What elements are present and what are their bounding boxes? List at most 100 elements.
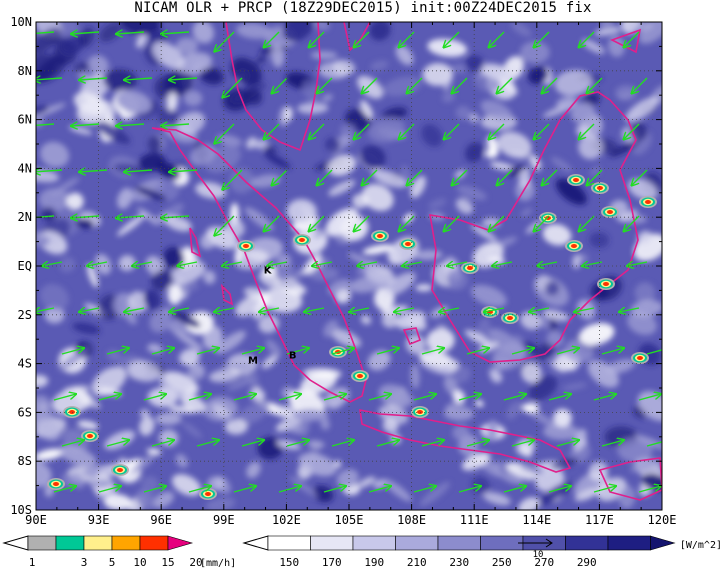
lon-label: 105E [335,513,364,527]
wind-vector [214,215,235,236]
lon-label: 96E [150,513,172,527]
cloud-blob [574,487,599,502]
precip-legend-label: 3 [81,556,88,569]
lat-label: 6S [18,405,32,419]
cloud-blob [325,137,341,153]
precip-legend-label: 5 [109,556,116,569]
cloud-blob [104,494,132,510]
wind-vector [143,394,166,401]
cloud-blob [117,187,133,210]
wind-vector [264,31,280,47]
cloud-blob [177,111,206,135]
wind-vector [286,348,309,355]
cloud-blob [328,179,356,196]
cloud-blob [312,485,334,503]
olr-legend-swatch [437,535,481,551]
wind-vector [61,348,84,355]
cloud-blob [187,365,205,380]
lat-label: 2S [18,308,32,322]
cloud-blob [549,360,567,373]
cloud-blob [186,311,214,335]
cloud-blob [310,51,338,60]
cloud-blob [455,105,472,121]
cloud-blob [561,382,588,391]
wind-vector [444,215,460,231]
cloud-blob [189,144,217,166]
precip-legend-swatch [139,535,169,551]
cloud-blob [261,354,278,369]
wind-vector [413,486,436,493]
olr-legend-right-arrow [650,535,676,551]
precip-cell-intense [597,186,603,190]
cloud-blob [168,405,196,414]
cloud-blob [325,207,359,237]
cloud-blob [452,365,471,384]
cloud-blob [373,479,387,489]
precip-cell-intense [467,266,473,270]
cloud-blob [367,117,406,143]
cloud-blob [264,145,277,155]
precip-cell-intense [87,434,93,438]
lat-label: 8S [18,454,32,468]
wind-vector [106,440,129,447]
cloud-blob [589,232,609,248]
olr-legend-swatch [352,535,396,551]
wind-vector [331,440,354,447]
wind-vector [402,262,423,266]
wind-vector [272,77,288,93]
wind-vector [331,348,354,355]
cloud-blob [395,310,426,330]
wind-vector [593,394,616,401]
wind-vector [413,394,436,401]
cloud-blob [227,374,260,391]
wind-vector [214,123,235,144]
cloud-blob [175,453,188,468]
lon-label: 93E [88,513,110,527]
wind-vector [132,262,153,266]
cloud-blob [372,169,407,188]
wind-vector [36,123,55,126]
cloud-blob [116,214,146,237]
wind-vector [601,440,624,447]
wind-vector [503,486,526,493]
wind-vector [304,308,325,312]
wind-vector [79,78,108,80]
cloud-blob [464,329,493,347]
cloud-blob [551,457,579,469]
precip-legend-swatch [27,535,57,551]
cloud-blob [136,32,148,49]
olr-legend-label: 210 [407,556,427,569]
cloud-blob [36,395,51,418]
wind-vector [452,77,468,93]
precip-cell-intense [507,316,513,320]
olr-legend: 150 170 190 210 230 250 270 290 10 [W/m^2] [242,535,722,569]
cloud-blob [258,314,280,334]
cloud-blob [95,120,131,145]
wind-vector [272,169,288,185]
cloud-blob [318,62,349,80]
cloud-blob [203,396,238,421]
wind-vector [317,169,333,185]
cloud-blob [321,93,333,102]
cloud-blob [542,309,570,321]
cloud-blob [360,100,374,119]
cloud-blob [497,131,532,159]
lon-label: 120E [648,513,677,527]
cloud-blob [134,186,167,201]
lat-label: 6N [18,113,32,127]
cloud-blob [387,246,400,265]
olr-legend-label: 270 [534,556,554,569]
wind-vector [556,348,579,355]
cloud-blob [542,223,572,246]
olr-legend-swatch [480,535,524,551]
wind-vector [582,262,603,266]
lat-label: 4N [18,161,32,175]
cloud-blob [506,401,522,420]
cloud-blob [496,75,518,95]
wind-vector [421,440,444,447]
cloud-blob [395,45,414,66]
wind-vector [466,348,489,355]
cloud-blob [465,55,484,72]
precip-legend-label: 20 [189,556,202,569]
